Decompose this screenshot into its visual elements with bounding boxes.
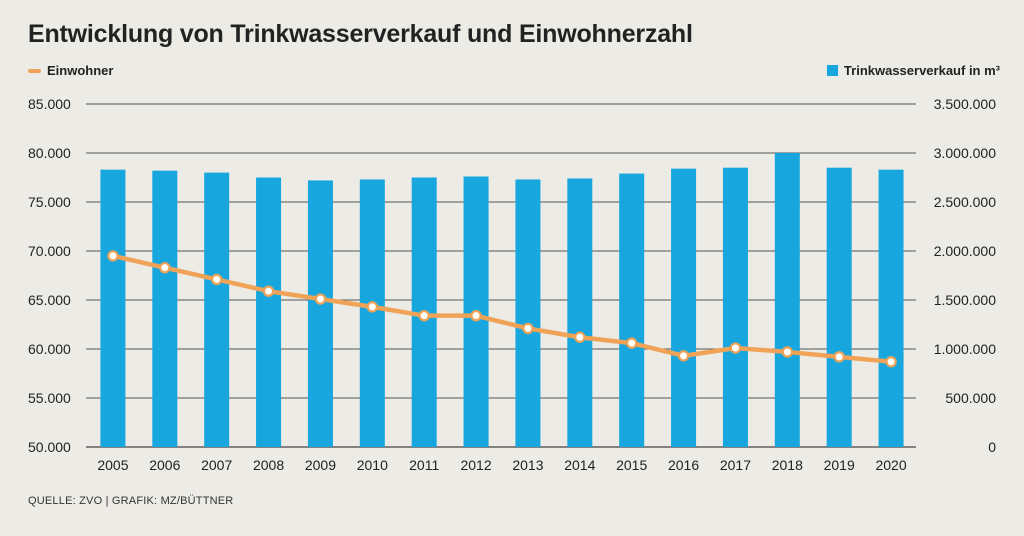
bar	[100, 169, 126, 447]
legend-trinkwasser-label: Trinkwasserverkauf in m³	[843, 63, 1000, 78]
einwohner-point	[885, 356, 897, 368]
x-tick-label: 2012	[460, 457, 491, 473]
bar	[671, 168, 697, 447]
x-tick-label: 2009	[305, 457, 336, 473]
bar	[204, 172, 230, 447]
y-right-tick-label: 2.000.000	[934, 243, 996, 259]
x-tick-label: 2019	[824, 457, 855, 473]
einwohner-point	[677, 350, 690, 362]
einwohner-point	[625, 337, 638, 349]
einwohner-point	[418, 309, 430, 322]
x-tick-label: 2016	[668, 457, 699, 473]
einwohner-point	[107, 250, 119, 262]
einwohner-line	[110, 253, 894, 364]
einwohner-point	[366, 301, 379, 313]
x-tick-label: 2018	[772, 457, 803, 473]
y-left-tick-label: 80.000	[28, 145, 71, 161]
legend-einwohner-label: Einwohner	[47, 63, 114, 78]
y-left-tick-label: 60.000	[28, 341, 71, 357]
bar	[567, 178, 593, 448]
einwohner-point	[833, 351, 845, 363]
einwohner-point	[210, 273, 223, 286]
bar	[774, 153, 800, 447]
x-tick-label: 2005	[97, 457, 128, 473]
source-note: QUELLE: ZVO | GRAFIK: MZ/BÜTTNER	[28, 495, 234, 507]
x-tick-label: 2008	[253, 457, 284, 473]
y-right-tick-label: 3.500.000	[934, 96, 996, 112]
y-right-tick-label: 3.000.000	[934, 145, 996, 161]
y-left-tick-label: 75.000	[28, 194, 71, 210]
einwohner-point	[574, 331, 586, 343]
bar	[152, 170, 178, 447]
y-right-tick-label: 500.000	[945, 390, 996, 406]
bar	[878, 169, 904, 447]
bar	[722, 167, 748, 447]
bar	[826, 167, 852, 447]
einwohner-point	[262, 285, 275, 297]
x-tick-label: 2017	[720, 457, 751, 473]
x-tick-label: 2020	[875, 457, 906, 473]
einwohner-point	[729, 342, 742, 354]
legend-einwohner: Einwohner	[28, 63, 113, 78]
x-tick-label: 2015	[616, 457, 647, 473]
x-tick-label: 2006	[149, 457, 180, 473]
einwohner-point	[314, 293, 327, 305]
y-left-tick-label: 55.000	[28, 390, 71, 406]
x-tick-label: 2007	[201, 457, 232, 473]
chart-title: Entwicklung von Trinkwasserverkauf und E…	[28, 20, 693, 48]
bar	[515, 179, 541, 447]
x-tick-label: 2010	[357, 457, 388, 473]
einwohner-point	[522, 322, 534, 335]
y-right-tick-label: 2.500.000	[934, 194, 996, 210]
y-left-tick-label: 50.000	[28, 439, 71, 455]
x-tick-label: 2014	[564, 457, 595, 473]
y-right-tick-label: 1.000.000	[934, 341, 996, 357]
einwohner-point	[781, 346, 794, 358]
einwohner-point	[159, 261, 171, 274]
line-swatch-icon	[28, 68, 41, 73]
bar-swatch-icon	[826, 65, 838, 76]
y-right-tick-label: 1.500.000	[934, 292, 996, 308]
bar	[256, 177, 282, 447]
y-left-tick-label: 70.000	[28, 243, 71, 259]
legend-trinkwasser: Trinkwasserverkauf in m³	[826, 63, 1000, 78]
y-right-tick-label: 0	[988, 439, 996, 455]
bar	[619, 173, 645, 447]
y-left-tick-label: 65.000	[28, 292, 71, 308]
y-left-tick-label: 85.000	[28, 96, 71, 112]
bar	[307, 180, 333, 447]
x-tick-label: 2013	[512, 457, 543, 473]
einwohner-point	[470, 309, 482, 322]
bar	[359, 179, 385, 447]
x-tick-label: 2011	[409, 457, 439, 473]
